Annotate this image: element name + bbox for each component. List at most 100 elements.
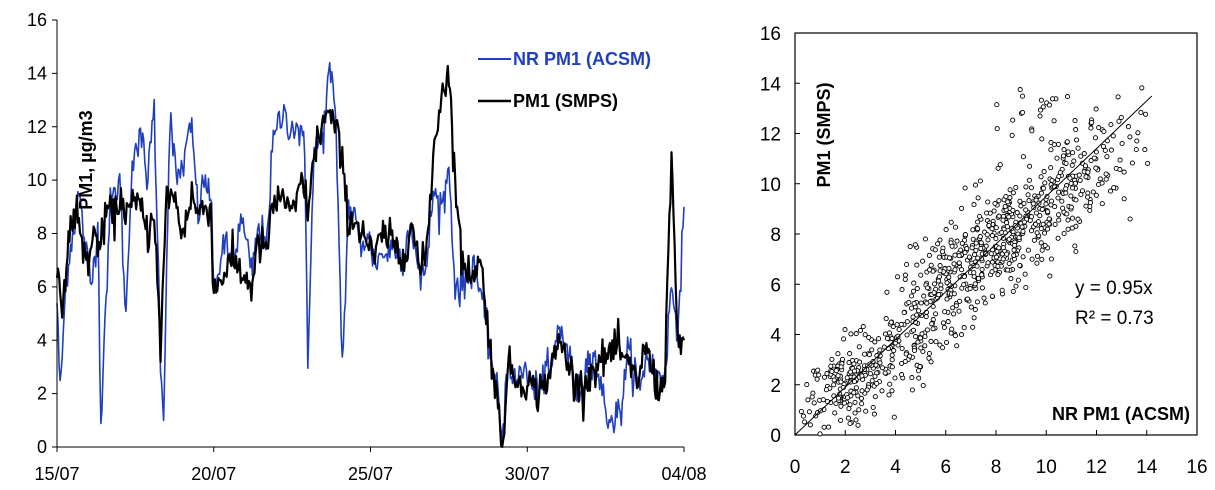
scatter-point: [928, 262, 934, 268]
scatter-point: [884, 335, 891, 342]
scatter-point: [954, 343, 960, 349]
scatter-point: [1043, 201, 1049, 207]
scatter-point: [1072, 118, 1078, 124]
scatter-point: [884, 289, 890, 295]
scatter-point: [1019, 224, 1025, 230]
scatter-point: [973, 240, 979, 246]
scatter-point: [992, 200, 998, 207]
scatter-point: [1017, 213, 1023, 219]
scatter-point: [852, 410, 858, 416]
scatter-point: [939, 345, 946, 351]
scatter-point: [932, 247, 938, 253]
scatter-point: [966, 254, 972, 260]
scatter-point: [969, 245, 975, 251]
scatter-point: [958, 247, 964, 253]
fit-equation: y = 0.95x: [1075, 278, 1153, 299]
scatter-point: [1025, 192, 1031, 198]
scatter-point: [1010, 190, 1016, 196]
scatter-point: [847, 351, 853, 357]
scatter-point: [910, 314, 916, 320]
scatter-point: [915, 339, 921, 345]
scatter-point: [921, 293, 927, 299]
scatter-point: [930, 326, 936, 332]
scatter-point: [1055, 235, 1061, 241]
scatter-point: [1067, 175, 1073, 181]
scatter-point: [1138, 109, 1144, 116]
ts-x-tick-label: 20/07: [191, 464, 236, 484]
scatter-point: [896, 326, 902, 333]
scatter-point: [942, 309, 948, 315]
scatter-point: [943, 227, 949, 233]
scatter-point: [824, 371, 830, 377]
scatter-point: [948, 219, 954, 225]
scatter-point: [876, 336, 882, 342]
scatter-point: [944, 280, 950, 286]
sc-x-tick-label: 8: [991, 457, 1002, 478]
scatter-point: [927, 267, 933, 273]
scatter-point: [855, 422, 861, 428]
scatter-point: [835, 373, 841, 379]
scatter-point: [904, 261, 910, 268]
scatter-point: [853, 417, 859, 423]
scatter-point: [1085, 194, 1091, 200]
scatter-point: [907, 244, 913, 250]
scatter-point: [1139, 85, 1145, 91]
scatter-point: [894, 322, 900, 328]
scatter-point: [1064, 139, 1070, 145]
sc-y-tick-label: 14: [760, 74, 782, 95]
scatter-point: [846, 406, 852, 412]
ts-y-tick-label: 16: [27, 10, 47, 30]
scatter-point: [985, 237, 991, 243]
scatter-point: [975, 219, 981, 225]
scatter-point: [1096, 125, 1102, 131]
scatter-point: [1063, 186, 1069, 192]
scatter-point: [816, 372, 822, 378]
scatter-point: [1009, 132, 1015, 138]
sc-x-tick-label: 12: [1086, 457, 1107, 478]
scatter-point: [841, 400, 847, 406]
scatter-point: [902, 358, 908, 365]
scatter-point: [995, 263, 1001, 269]
scatter-point: [902, 272, 908, 278]
scatter-point: [1008, 276, 1014, 282]
scatter-point: [962, 185, 968, 191]
scatter-point: [809, 394, 815, 400]
scatter-point: [1072, 243, 1078, 249]
scatter-point: [1081, 151, 1087, 157]
scatter-point: [1013, 184, 1019, 191]
sc-y-tick-label: 2: [770, 376, 781, 397]
scatter-point: [994, 102, 1000, 108]
scatter-point: [916, 375, 922, 381]
scatter-point: [1017, 87, 1023, 93]
scatter-point: [1089, 119, 1095, 126]
scatter-point: [1115, 94, 1121, 100]
scatter-point: [1135, 130, 1141, 136]
scatter-point: [851, 368, 857, 374]
scatter-point: [968, 304, 974, 310]
scatter-point: [1037, 213, 1043, 219]
scatter-point: [1023, 284, 1029, 291]
scatter-point: [1010, 207, 1016, 213]
scatter-point: [917, 364, 923, 370]
scatter-point: [1017, 198, 1023, 204]
scatter-point: [899, 372, 905, 378]
scatter-point: [928, 359, 934, 365]
scatter-point: [1093, 149, 1099, 155]
scatter-point: [972, 307, 978, 313]
scatter-point: [975, 226, 981, 232]
scatter-point: [904, 319, 910, 325]
scatter-point: [1055, 195, 1061, 201]
scatter-point: [931, 281, 938, 287]
scatter-point: [817, 431, 823, 437]
scatter-point: [833, 400, 839, 407]
scatter-point: [1121, 196, 1127, 202]
scatter-point: [912, 242, 918, 248]
scatter-point: [1038, 174, 1044, 180]
sc-x-tick-label: 2: [840, 457, 851, 478]
scatter-point: [984, 232, 990, 238]
scatter-point: [1059, 198, 1065, 204]
scatter-point: [978, 240, 984, 246]
scatter-point: [1083, 174, 1089, 180]
scatter-point: [1107, 188, 1114, 194]
scatter-point: [1111, 185, 1117, 191]
